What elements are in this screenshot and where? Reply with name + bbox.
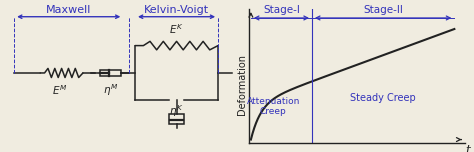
Bar bbox=[169, 114, 184, 124]
Text: Steady Creep: Steady Creep bbox=[350, 93, 416, 103]
Text: Maxwell: Maxwell bbox=[46, 5, 91, 15]
Text: $E^M$: $E^M$ bbox=[52, 83, 67, 97]
Text: Stage-I: Stage-I bbox=[263, 5, 300, 15]
Text: Deformation: Deformation bbox=[237, 54, 247, 115]
Text: $E^K$: $E^K$ bbox=[169, 22, 184, 36]
Bar bbox=[100, 70, 121, 76]
Text: $\eta^K$: $\eta^K$ bbox=[169, 103, 184, 119]
Text: Kelvin-Voigt: Kelvin-Voigt bbox=[144, 5, 209, 15]
Text: $\eta^M$: $\eta^M$ bbox=[103, 82, 118, 98]
Text: Stage-II: Stage-II bbox=[363, 5, 403, 15]
Text: Attenuation
Creep: Attenuation Creep bbox=[246, 97, 300, 116]
Text: t: t bbox=[465, 144, 471, 152]
